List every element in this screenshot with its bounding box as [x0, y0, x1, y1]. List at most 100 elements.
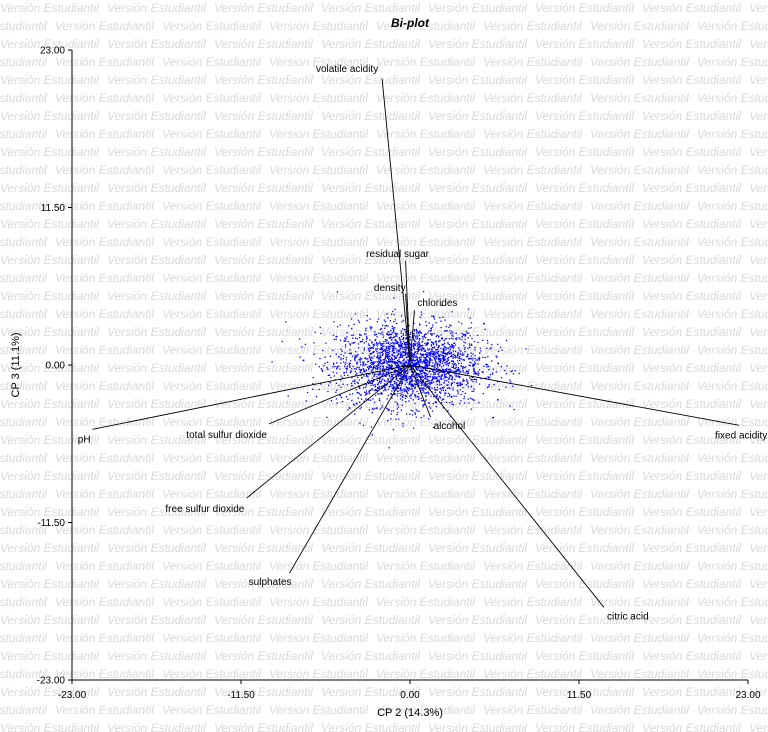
- data-point: [381, 379, 383, 381]
- data-point: [395, 342, 397, 345]
- data-point: [433, 387, 436, 389]
- data-point: [411, 361, 413, 363]
- data-point: [421, 348, 423, 350]
- data-point: [432, 369, 434, 371]
- data-point: [393, 320, 395, 323]
- data-point: [368, 349, 370, 351]
- data-point: [426, 373, 428, 375]
- data-point: [414, 363, 416, 365]
- watermark-text: Versión Estudiantil: [214, 721, 313, 732]
- data-point: [378, 356, 380, 358]
- data-point: [414, 387, 416, 389]
- data-point: [473, 368, 475, 370]
- data-point: [458, 355, 461, 358]
- vector-line: [289, 364, 411, 574]
- data-point: [420, 368, 422, 370]
- data-point: [392, 387, 394, 389]
- data-point: [415, 408, 417, 411]
- data-point: [343, 340, 345, 342]
- data-point: [482, 339, 484, 341]
- data-point: [353, 358, 356, 360]
- data-point: [385, 346, 388, 348]
- data-point: [440, 347, 442, 350]
- data-point: [371, 377, 373, 379]
- data-point: [424, 376, 426, 378]
- data-point: [447, 347, 450, 349]
- data-point: [401, 346, 404, 348]
- data-point: [385, 347, 387, 350]
- data-point: [436, 364, 438, 367]
- data-point: [419, 324, 421, 326]
- watermark-text: Versión Estudiantil: [162, 19, 261, 33]
- data-point: [470, 362, 472, 364]
- data-point: [320, 368, 322, 370]
- data-point: [472, 379, 474, 381]
- data-point: [405, 346, 407, 349]
- data-point: [431, 379, 433, 381]
- data-point: [412, 399, 414, 401]
- data-point: [380, 346, 383, 349]
- data-point: [377, 367, 379, 369]
- data-point: [413, 354, 416, 356]
- data-point: [371, 407, 374, 410]
- data-point: [460, 364, 462, 367]
- data-point: [332, 366, 334, 368]
- data-point: [376, 351, 378, 353]
- data-point: [395, 418, 397, 420]
- data-point: [387, 351, 389, 354]
- data-point: [392, 376, 395, 379]
- data-point: [389, 350, 391, 353]
- data-point: [396, 349, 398, 351]
- data-point: [445, 349, 447, 351]
- data-point: [427, 355, 429, 358]
- data-point: [335, 398, 338, 400]
- data-point: [348, 362, 350, 364]
- watermark-text: Versión Estudiantil: [590, 55, 689, 69]
- watermark-text: Versión Estudiantil: [749, 433, 768, 447]
- watermark-text: Versión Estudiantil: [0, 37, 99, 51]
- data-point: [368, 379, 370, 381]
- data-point: [437, 397, 439, 399]
- data-point: [410, 409, 412, 412]
- data-point: [412, 337, 415, 339]
- watermark-text: Versión Estudiantil: [483, 235, 582, 249]
- data-point: [322, 349, 324, 352]
- watermark-text: Versión Estudiantil: [535, 649, 634, 663]
- data-point: [363, 391, 366, 393]
- data-point: [443, 372, 446, 374]
- data-point: [401, 376, 403, 378]
- data-point: [468, 332, 470, 334]
- data-point: [372, 351, 375, 354]
- data-point: [391, 345, 394, 347]
- data-point: [363, 347, 365, 349]
- data-point: [410, 376, 412, 378]
- data-point: [439, 354, 442, 356]
- data-point: [363, 349, 365, 351]
- data-point: [449, 374, 451, 376]
- watermark-text: Versión Estudiantil: [376, 415, 475, 429]
- data-point: [388, 367, 391, 369]
- data-point: [369, 353, 372, 355]
- data-point: [395, 364, 398, 367]
- watermark-text: Versión Estudiantil: [0, 505, 99, 519]
- data-point: [368, 365, 371, 367]
- watermark-text: Versión Estudiantil: [269, 19, 368, 33]
- data-point: [399, 390, 401, 392]
- data-point: [432, 381, 435, 383]
- data-point: [385, 340, 387, 343]
- data-point: [447, 368, 450, 371]
- data-point: [389, 361, 391, 363]
- data-point: [366, 392, 368, 394]
- data-point: [440, 351, 442, 353]
- data-point: [360, 370, 362, 372]
- data-point: [360, 341, 362, 343]
- data-point: [370, 360, 373, 362]
- data-point: [464, 335, 466, 337]
- data-point: [422, 376, 424, 378]
- data-point: [433, 316, 435, 318]
- data-point: [421, 340, 424, 343]
- data-point: [488, 384, 490, 386]
- data-point: [441, 368, 444, 370]
- vector-line: [246, 364, 411, 499]
- data-point: [327, 374, 329, 377]
